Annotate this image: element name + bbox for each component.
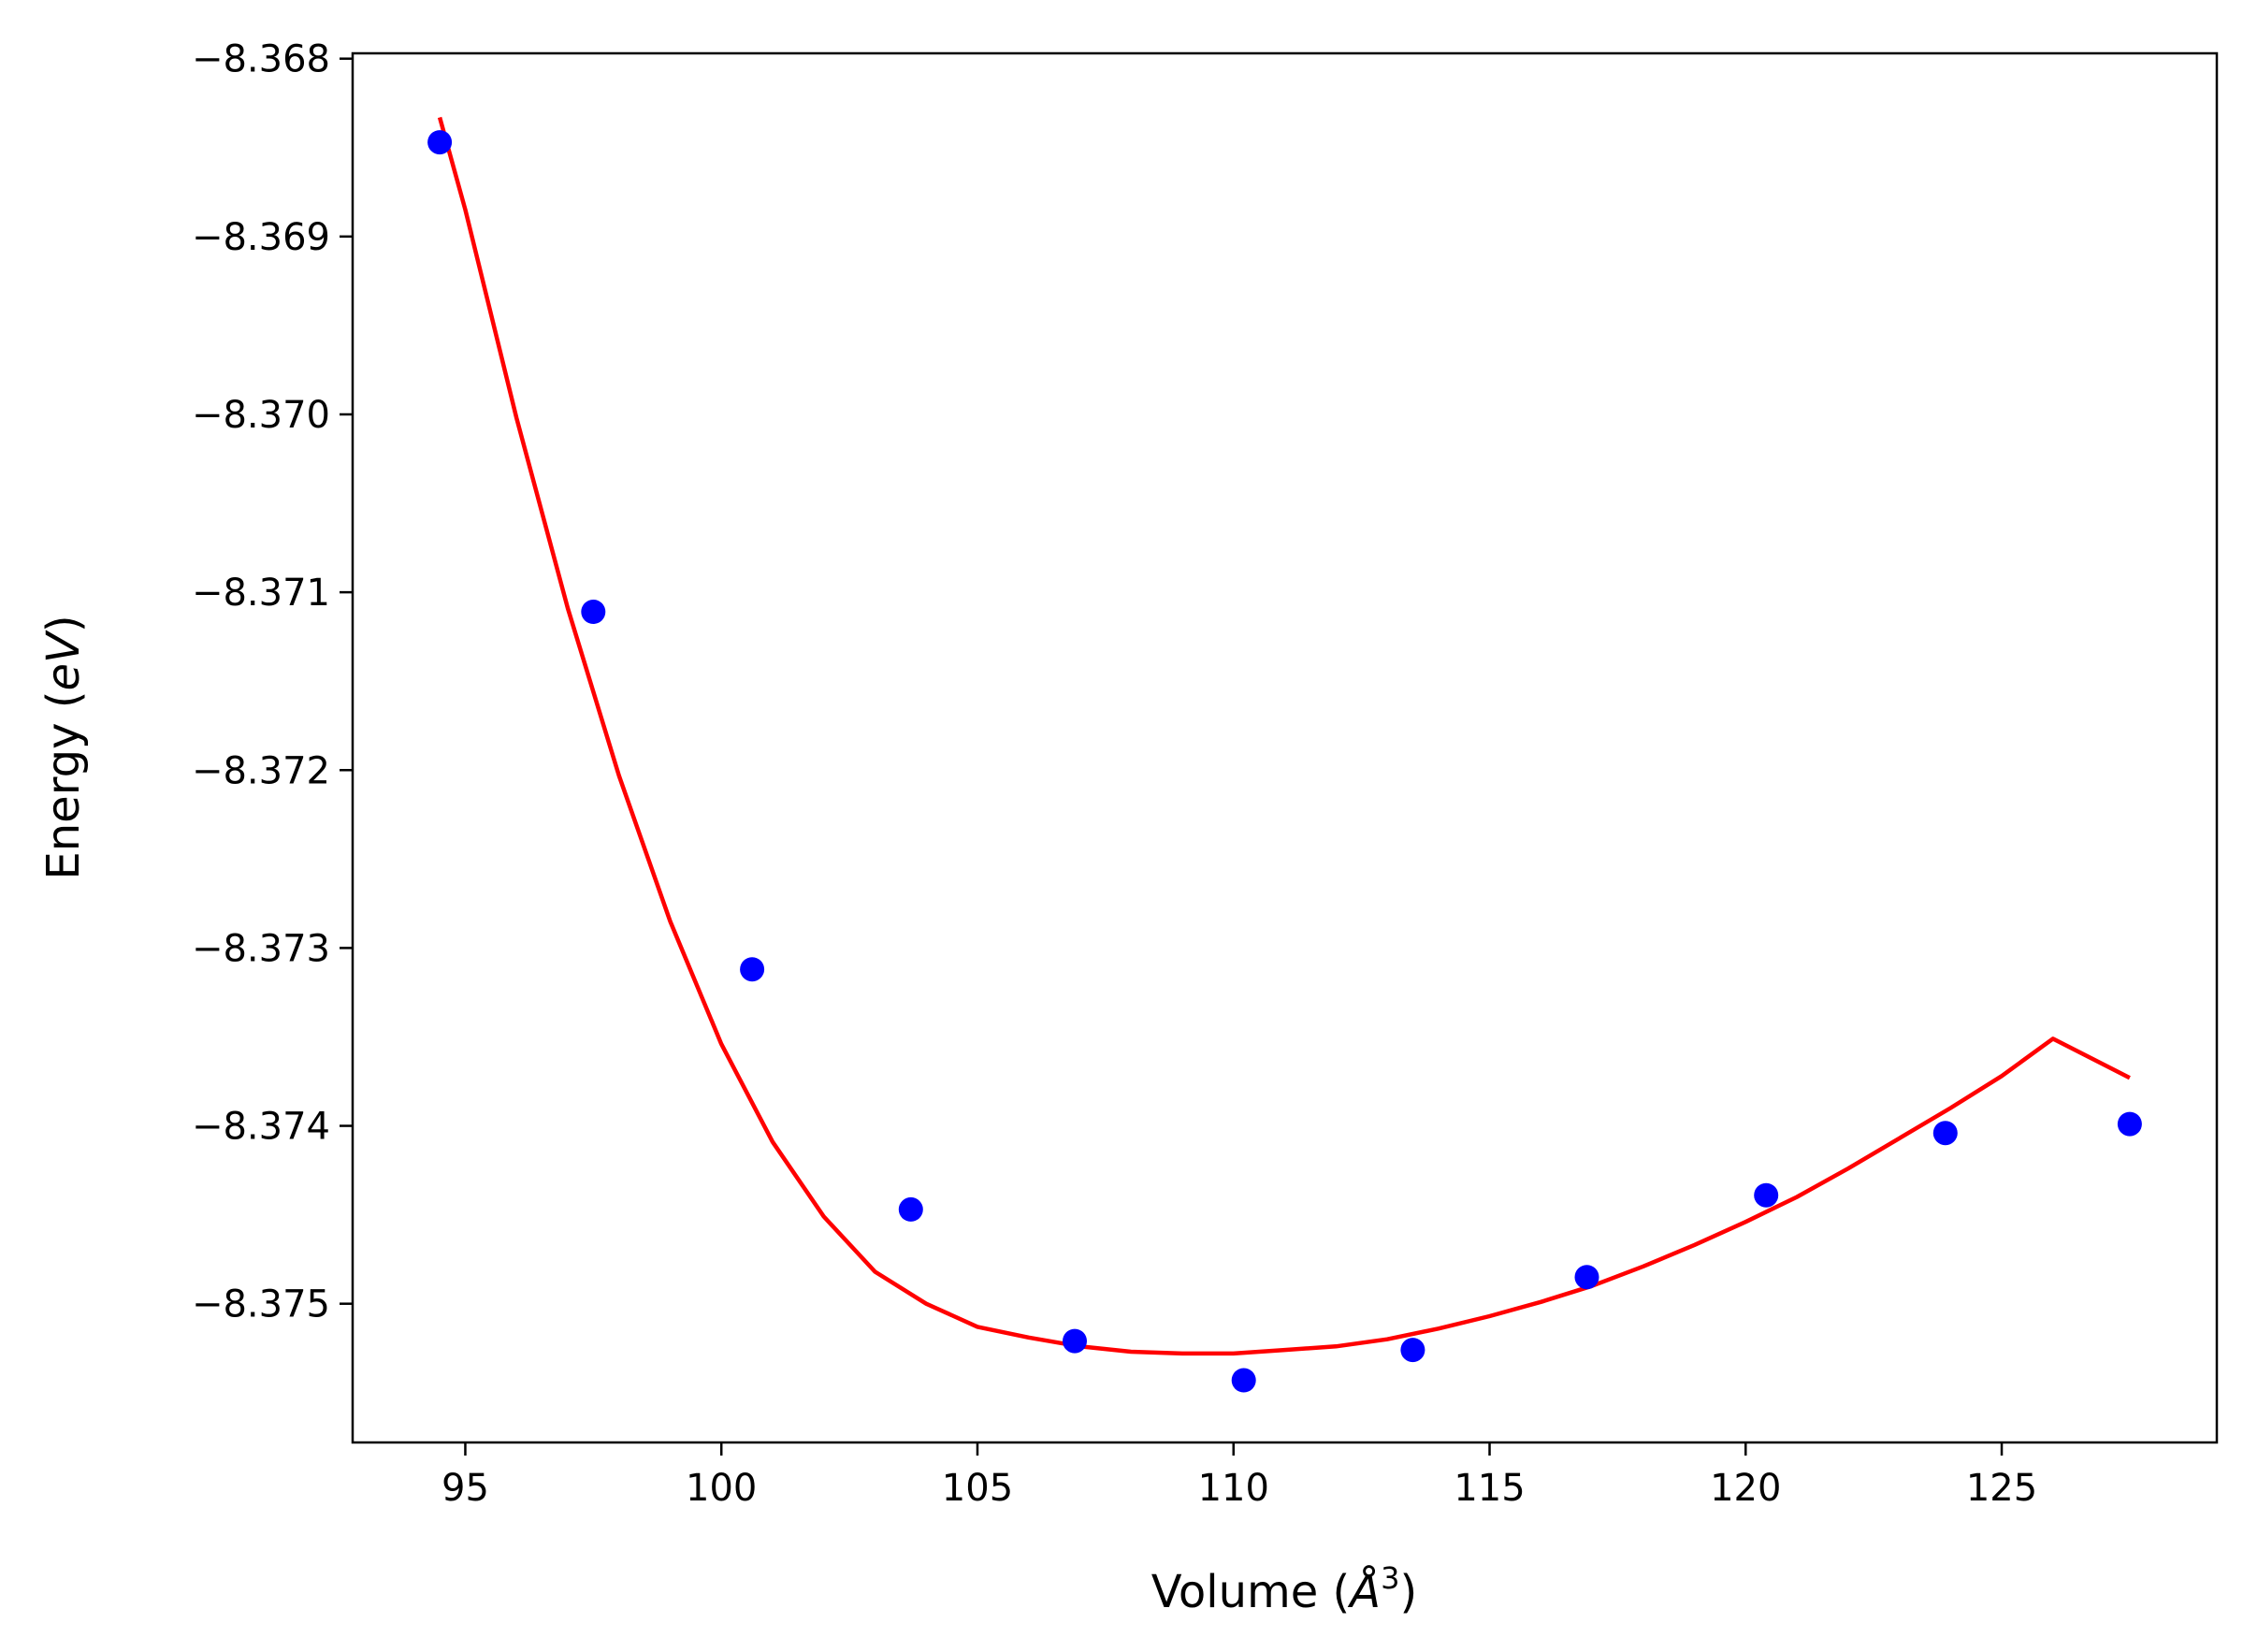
data-point bbox=[1400, 1338, 1425, 1363]
data-point bbox=[1932, 1121, 1958, 1146]
y-tick-label: −8.372 bbox=[192, 749, 330, 792]
y-axis-ticks: −8.368 −8.369 −8.370 −8.371 −8.372 −8.373 −8.3… bbox=[192, 38, 353, 1326]
y-tick-label: −8.370 bbox=[192, 394, 330, 437]
y-tick-label: −8.369 bbox=[192, 216, 330, 259]
x-axis-label: Volume (Å3) bbox=[1151, 1560, 1417, 1618]
y-tick-label: −8.368 bbox=[192, 38, 330, 81]
x-tick-label: 120 bbox=[1710, 1467, 1781, 1510]
x-tick-label: 115 bbox=[1454, 1467, 1525, 1510]
y-tick-label: −8.375 bbox=[192, 1283, 330, 1326]
data-point bbox=[1063, 1328, 1087, 1354]
data-point bbox=[2117, 1111, 2142, 1137]
data-point bbox=[740, 957, 765, 982]
y-tick-label: −8.373 bbox=[192, 927, 330, 970]
data-point bbox=[1754, 1182, 1779, 1208]
data-point bbox=[898, 1196, 923, 1222]
data-point bbox=[581, 600, 606, 624]
plot-area bbox=[353, 53, 2217, 1442]
fit-curve-line bbox=[437, 116, 2131, 1356]
y-axis-label: Energy (eV) bbox=[37, 615, 90, 879]
plot-frame bbox=[351, 51, 2219, 1444]
data-point bbox=[427, 130, 453, 155]
x-tick-label: 100 bbox=[686, 1467, 757, 1510]
data-point bbox=[1231, 1368, 1256, 1393]
x-tick-label: 105 bbox=[942, 1467, 1013, 1510]
fit-curve-layer bbox=[437, 116, 2131, 1356]
x-tick-label: 125 bbox=[1966, 1467, 2037, 1510]
y-tick-label: −8.371 bbox=[192, 572, 330, 615]
x-axis-ticks: 95 100 105 110 115 120 125 bbox=[441, 1442, 2037, 1510]
y-tick-label: −8.374 bbox=[192, 1106, 330, 1149]
data-point bbox=[1574, 1265, 1599, 1290]
data-points-layer bbox=[427, 130, 2142, 1393]
x-tick-label: 110 bbox=[1198, 1467, 1269, 1510]
x-tick-label: 95 bbox=[441, 1467, 489, 1510]
